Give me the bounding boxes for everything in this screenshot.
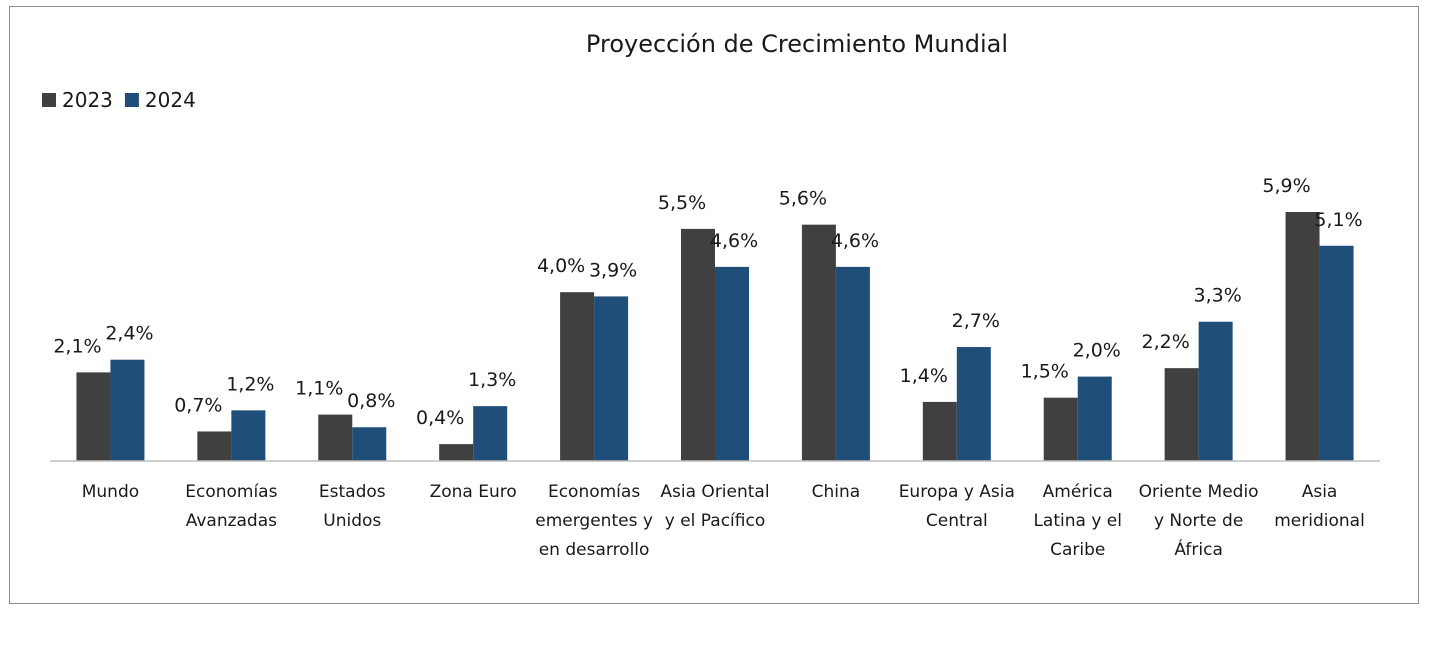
x-tick-label: Asia Oriental y el Pacífico [660,482,770,531]
x-tick-label: Zona Euro [429,482,517,502]
data-label: 5,6% [779,188,827,210]
data-label: 5,5% [658,192,706,214]
x-tick-label: Oriente Medio y Norte de África [1138,482,1259,560]
bar [318,414,353,461]
x-tick-label: Economías emergentes y en desarrollo [535,482,653,560]
bar [1319,245,1354,461]
data-label: 5,1% [1314,209,1362,231]
x-tick-label: Economías Avanzadas [185,482,278,531]
data-label: 0,8% [347,390,395,412]
data-label: 1,4% [900,365,948,387]
bar [1285,212,1320,461]
bar [594,296,629,461]
bar [473,406,508,461]
legend-swatch [124,93,139,107]
bar [681,228,715,461]
x-tick-label: Estados Unidos [318,482,386,531]
bar [1164,368,1199,461]
data-label: 1,5% [1021,361,1069,383]
bar [956,347,991,461]
bar [352,427,387,461]
bar [801,224,836,461]
data-label: 1,2% [226,373,274,395]
data-label: 5,9% [1262,175,1310,197]
bar [76,372,111,461]
data-label: 3,3% [1193,285,1241,307]
bar [110,359,145,461]
legend-label: 2023 [62,88,113,112]
x-tick-label: China [811,482,861,502]
data-label: 1,1% [295,378,343,400]
data-label: 4,6% [831,230,879,252]
data-label: 2,1% [53,335,101,357]
data-label: 4,0% [537,255,585,277]
bar [1043,397,1078,461]
data-label: 4,6% [710,230,758,252]
x-tick-label: América Latina y el Caribe [1033,482,1122,560]
x-tick-label: Europa y Asia Central [898,482,1015,531]
x-tick-label: Asia meridional [1274,482,1365,531]
data-label: 1,3% [468,369,516,391]
bar [922,401,957,461]
bar [835,266,870,461]
bar [560,292,595,461]
bar [197,431,232,461]
chart-frame [9,6,1419,604]
bar [1198,321,1233,461]
data-label: 3,9% [589,259,637,281]
bar [715,266,749,461]
bar [231,410,266,461]
data-label: 0,7% [174,394,222,416]
legend-swatch [42,93,56,107]
data-label: 2,0% [1073,340,1121,362]
data-label: 2,4% [105,323,153,345]
x-tick-label: Mundo [81,482,140,502]
bar [1077,376,1112,461]
bar [439,444,474,461]
data-label: 0,4% [416,407,464,429]
chart-title: Proyección de Crecimiento Mundial [586,30,1008,58]
data-label: 2,2% [1141,331,1189,353]
data-label: 2,7% [952,310,1000,332]
legend-label: 2024 [145,88,196,112]
